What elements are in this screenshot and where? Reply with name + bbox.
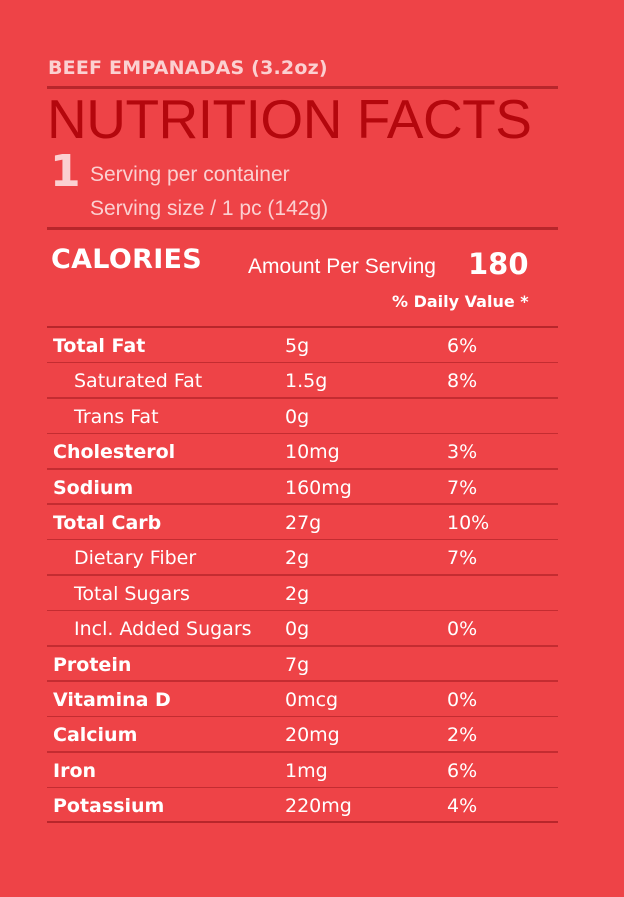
top-divider (47, 86, 558, 89)
nutrient-daily-value: 4% (447, 795, 478, 818)
row-divider (47, 361, 558, 364)
nutrient-amount: 0mcg (285, 688, 339, 711)
table-row: Cholesterol 10mg 3% (47, 434, 558, 470)
nutrient-name: Total Sugars (74, 582, 190, 605)
nutrient-daily-value: 10% (447, 511, 490, 534)
nutrient-daily-value: 2% (447, 724, 478, 747)
table-row: Total Carb 27g 10% (47, 505, 558, 541)
table-row: Sodium 160mg 7% (47, 470, 558, 505)
table-row: Total Sugars 2g (47, 576, 558, 612)
table-row: Calcium 20mg 2% (47, 717, 558, 753)
calories-label: CALORIES (51, 244, 203, 275)
table-row: Total Fat 5g 6% (47, 328, 558, 364)
nutrient-name: Cholesterol (53, 441, 176, 464)
serving-divider (47, 227, 558, 230)
nutrient-amount: 1mg (285, 759, 328, 782)
nutrient-amount: 1.5g (285, 370, 328, 393)
row-divider (47, 786, 558, 789)
nutrient-name: Incl. Added Sugars (74, 618, 252, 641)
table-row: Dietary Fiber 2g 7% (47, 540, 558, 576)
nutrient-amount: 20mg (285, 724, 340, 747)
nutrient-daily-value: 0% (447, 688, 478, 711)
row-divider (47, 751, 558, 753)
nutrient-name: Saturated Fat (74, 370, 203, 393)
row-divider (47, 609, 558, 612)
nutrient-daily-value: 3% (447, 441, 478, 464)
nutrient-name: Total Fat (53, 335, 146, 357)
nutrient-name: Sodium (53, 476, 134, 499)
nutrient-name: Trans Fat (74, 405, 159, 428)
table-row: Incl. Added Sugars 0g 0% (47, 611, 558, 647)
nutrient-daily-value: 6% (447, 759, 478, 782)
daily-value-header: % Daily Value * (392, 292, 529, 311)
table-row: Vitamina D 0mcg 0% (47, 682, 558, 718)
nutrition-label: BEEF EMPANADAS (3.2oz) NUTRITION FACTS 1… (47, 50, 558, 824)
nutrient-amount: 0g (285, 405, 310, 428)
nutrient-daily-value: 8% (447, 370, 478, 393)
nutrient-name: Iron (53, 759, 97, 782)
table-row: Iron 1mg 6% (47, 753, 558, 789)
servings-per-container: Serving per container (90, 163, 290, 186)
nutrient-name: Dietary Fiber (74, 547, 197, 570)
nutrition-facts-title: NUTRITION FACTS (47, 88, 532, 150)
nutrient-daily-value: 6% (447, 335, 478, 357)
nutrient-amount: 160mg (285, 476, 352, 499)
row-divider (47, 574, 558, 576)
calories-value: 180 (468, 247, 529, 281)
nutrient-daily-value: 0% (447, 618, 478, 641)
nutrient-table: Total Fat 5g 6% Saturated Fat 1.5g 8% Trans Fa… (47, 328, 558, 824)
row-divider (47, 503, 558, 505)
serving-size: Serving size / 1 pc (142g) (90, 197, 329, 220)
product-name: BEEF EMPANADAS (3.2oz) (48, 57, 328, 79)
nutrient-name: Vitamina D (53, 688, 171, 711)
calories-divider (47, 326, 558, 328)
row-divider (47, 432, 558, 435)
table-row: Trans Fat 0g (47, 399, 558, 435)
nutrient-amount: 10mg (285, 441, 340, 464)
row-divider (47, 397, 558, 399)
nutrient-amount: 0g (285, 618, 310, 641)
table-row: Potassium 220mg 4% (47, 788, 558, 824)
table-row: Saturated Fat 1.5g 8% (47, 363, 558, 399)
nutrient-name: Protein (53, 653, 132, 676)
nutrient-name: Total Carb (53, 511, 162, 534)
nutrient-amount: 220mg (285, 795, 352, 818)
row-divider (47, 821, 558, 824)
serving-count: 1 (50, 146, 81, 197)
row-divider (47, 680, 558, 682)
row-divider (47, 538, 558, 541)
row-divider (47, 468, 558, 470)
table-row: Protein 7g (47, 647, 558, 682)
nutrient-name: Calcium (53, 724, 138, 747)
nutrient-amount: 7g (285, 653, 310, 676)
row-divider (47, 645, 558, 647)
nutrient-amount: 2g (285, 547, 310, 570)
nutrient-amount: 2g (285, 582, 310, 605)
nutrient-daily-value: 7% (447, 476, 478, 499)
nutrient-amount: 27g (285, 511, 322, 534)
row-divider (47, 715, 558, 718)
amount-per-serving-label: Amount Per Serving (248, 255, 436, 278)
nutrient-daily-value: 7% (447, 547, 478, 570)
calories-section: CALORIES Amount Per Serving 180 % Daily … (47, 230, 558, 326)
nutrient-amount: 5g (285, 335, 310, 357)
serving-info: 1 Serving per container Serving size / 1… (47, 147, 558, 227)
nutrient-name: Potassium (53, 795, 165, 818)
